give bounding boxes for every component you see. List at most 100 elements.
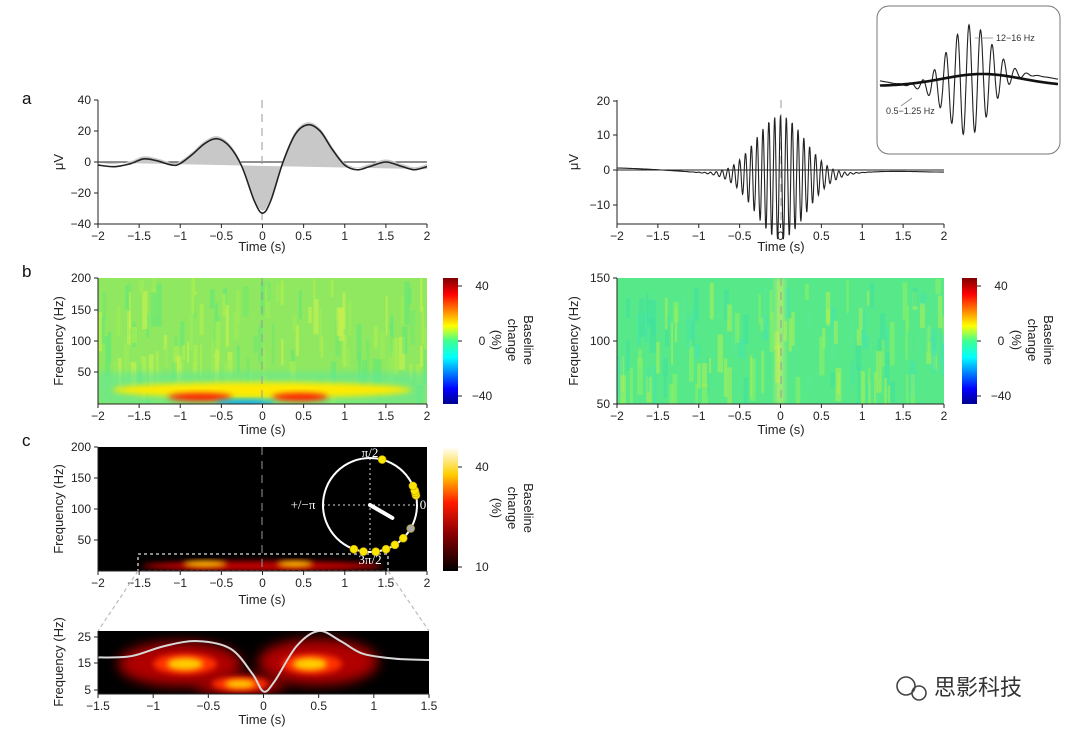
x-tick-label: 1.5	[421, 699, 438, 713]
x-tick-label: 0.5	[295, 576, 312, 590]
heatmap-texture	[389, 322, 394, 358]
heatmap-texture	[102, 292, 107, 322]
x-tick-label: −0.5	[210, 229, 234, 243]
heatmap-texture	[423, 349, 427, 384]
polar-phase-dot	[359, 547, 368, 556]
heatmap-texture	[913, 306, 916, 324]
colorbar-tick-label: −40	[472, 389, 493, 403]
x-tick-label: 1	[341, 409, 348, 423]
heatmap-texture	[421, 306, 424, 345]
heatmap-texture	[669, 383, 675, 404]
heatmap-texture	[419, 345, 423, 367]
erp-right-xlabel: Time (s)	[757, 239, 804, 254]
heatmap-texture	[694, 287, 700, 322]
y-tick-label: 5	[84, 683, 91, 697]
heatmap-texture	[629, 368, 633, 404]
heatmap-texture	[271, 323, 275, 365]
heatmap-texture	[791, 312, 795, 347]
heatmap-texture	[649, 318, 656, 353]
heatmap-texture	[806, 309, 812, 333]
heatmap-texture	[935, 294, 940, 316]
heatmap-texture	[881, 339, 885, 367]
polar-phase-dot	[398, 533, 408, 543]
x-tick-label: 1	[370, 699, 377, 713]
heatmap-texture	[858, 308, 863, 330]
heatmap-texture	[155, 283, 162, 327]
heatmap-texture	[717, 334, 724, 373]
polar-label-left: +/−π	[291, 497, 316, 512]
x-tick-label: −1	[173, 409, 187, 423]
heatmap-texture	[408, 287, 412, 305]
heatmap-texture	[851, 361, 855, 385]
x-tick-label: −0.5	[728, 229, 752, 243]
y-tick-label: 200	[71, 271, 91, 285]
tf-pac-yellow-blob-1	[183, 561, 227, 567]
x-tick-label: −1.5	[646, 409, 670, 423]
heatmap-texture	[664, 297, 668, 330]
tf-pac-xlabel: Time (s)	[238, 592, 285, 607]
tf-zoom-heatmap	[98, 631, 429, 694]
heatmap-texture	[199, 304, 204, 336]
heatmap-texture	[235, 290, 241, 324]
heatmap-texture	[330, 279, 334, 298]
heatmap-texture	[165, 344, 168, 369]
heatmap-texture	[152, 278, 157, 295]
panel-label-c: c	[22, 431, 31, 450]
heatmap-texture	[727, 367, 733, 404]
heatmap-texture	[708, 358, 712, 373]
heatmap-texture	[347, 348, 351, 370]
x-tick-label: −2	[91, 409, 105, 423]
x-tick-label: 0	[259, 576, 266, 590]
heatmap-texture	[926, 327, 930, 357]
heatmap-texture	[663, 374, 667, 398]
heatmap-texture	[645, 293, 649, 323]
watermark-text: 思影科技	[934, 676, 1022, 701]
heatmap-texture	[833, 320, 838, 344]
heatmap-texture	[701, 384, 708, 404]
tf-zoom-blob-yellow-1	[167, 658, 203, 670]
zoom-connector-left	[97, 570, 139, 632]
erp-left-trace	[97, 123, 428, 214]
x-tick-label: −1.5	[127, 576, 151, 590]
heatmap-texture	[373, 326, 378, 349]
inset-frame	[876, 5, 1061, 155]
x-tick-label: −0.5	[728, 409, 752, 423]
y-tick-label: 150	[71, 303, 91, 317]
heatmap-texture	[138, 279, 145, 295]
heatmap-texture	[848, 325, 855, 349]
colorbar-tick-label: 10	[475, 560, 489, 574]
inset-fast-label: 12−16 Hz	[996, 33, 1035, 43]
x-tick-label: −0.5	[196, 699, 220, 713]
heatmap-texture	[846, 280, 849, 314]
heatmap-texture	[874, 372, 877, 404]
tf-zoom-blob-yellow-3	[225, 680, 255, 688]
heatmap-texture	[876, 351, 882, 393]
y-tick-label: 200	[71, 440, 91, 454]
y-tick-label: 50	[78, 533, 92, 547]
heatmap-texture	[920, 292, 926, 308]
heatmap-texture	[638, 298, 645, 337]
heatmap-texture	[905, 319, 908, 360]
heatmap-texture	[792, 342, 795, 375]
heatmap-texture	[155, 350, 159, 389]
y-tick-label: −20	[71, 186, 92, 200]
heatmap-texture	[400, 296, 404, 326]
heatmap-texture	[258, 322, 263, 365]
heatmap-texture	[855, 340, 862, 371]
heatmap-texture	[295, 325, 300, 356]
heatmap-texture	[885, 326, 889, 348]
x-tick-label: −1.5	[646, 229, 670, 243]
tf-zoom-chart: 25 15 5 −1.5 −1 −0.5 0 0.5 1 1.5 Time (s) Freque…	[51, 617, 438, 727]
tf-pac-yellow-blob-2	[277, 561, 313, 567]
heatmap-texture	[917, 322, 922, 356]
heatmap-texture	[98, 312, 102, 351]
x-tick-label: −2	[91, 576, 105, 590]
heatmap-texture	[313, 298, 319, 335]
inset-slow-leader	[900, 97, 913, 107]
polar-phase-dot	[349, 544, 359, 554]
x-tick-label: 1	[341, 229, 348, 243]
heatmap-texture	[280, 280, 284, 306]
watermark: 思影科技	[896, 676, 1022, 701]
heatmap-texture	[760, 317, 765, 332]
